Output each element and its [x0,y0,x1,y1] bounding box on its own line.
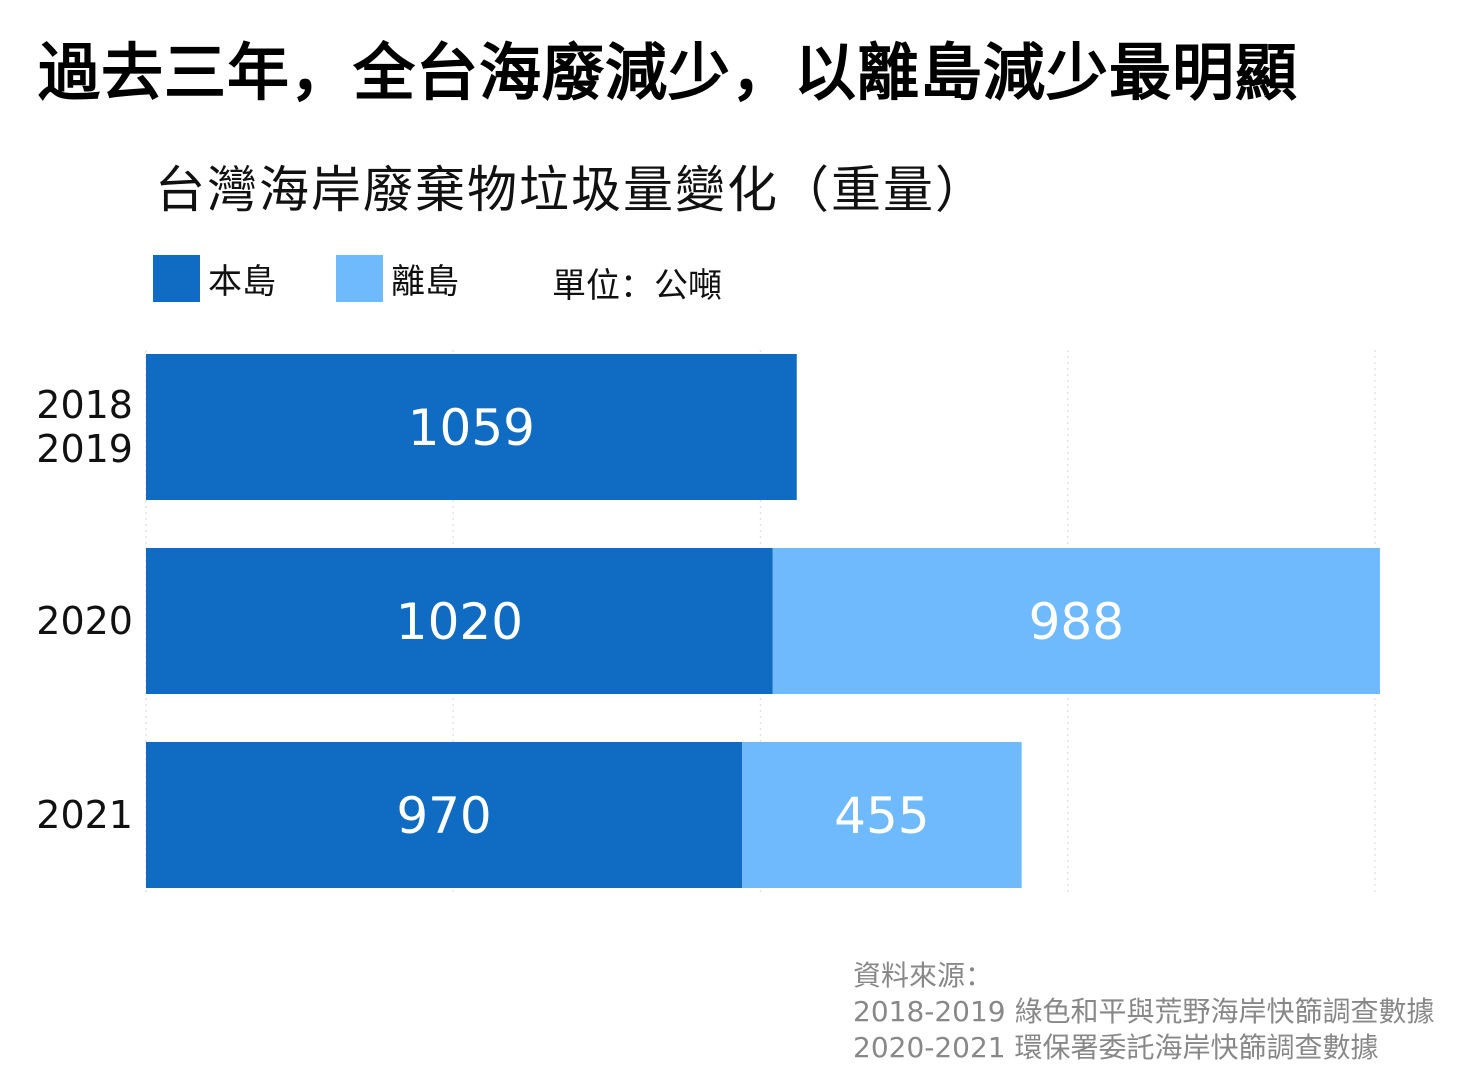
legend-item-main-island: 本島 [153,254,276,303]
legend-swatch-main-island [153,255,200,302]
category-label: 2018 2019 [36,383,133,471]
bar-outlying-islands [742,742,1022,888]
legend-label-main-island: 本島 [208,262,276,302]
bar-value-label: 970 [396,787,491,845]
bar-main-island [146,742,743,888]
legend-item-outlying-islands: 離島 [336,254,459,303]
headline: 過去三年，全台海廢減少，以離島減少最明顯 [38,36,1299,109]
source-line-1: 2018-2019 綠色和平與荒野海岸快篩調查數據 [853,995,1435,1028]
bar-value-label: 455 [834,787,929,845]
bar-outlying-islands [772,548,1380,694]
bar-value-label: 1020 [396,593,523,651]
bar-main-island [146,354,797,500]
bar-value-label: 1059 [408,399,535,457]
bar-main-island [146,548,773,694]
legend-label-outlying-islands: 離島 [391,262,459,302]
source-note: 資料來源： 2018-2019 綠色和平與荒野海岸快篩調查數據 2020-202… [853,958,1435,1066]
source-line-2: 2020-2021 環保署委託海岸快篩調查數據 [853,1031,1379,1064]
legend-swatch-outlying-islands [336,255,383,302]
category-label: 2021 [36,793,133,837]
source-heading: 資料來源： [853,959,994,992]
chart-title: 台灣海岸廢棄物垃圾量變化（重量） [155,161,987,219]
category-label: 2020 [36,599,133,643]
legend: 本島 離島 單位：公噸 [0,254,900,306]
bar-value-label: 988 [1029,593,1124,651]
unit-label: 單位：公噸 [552,266,722,306]
